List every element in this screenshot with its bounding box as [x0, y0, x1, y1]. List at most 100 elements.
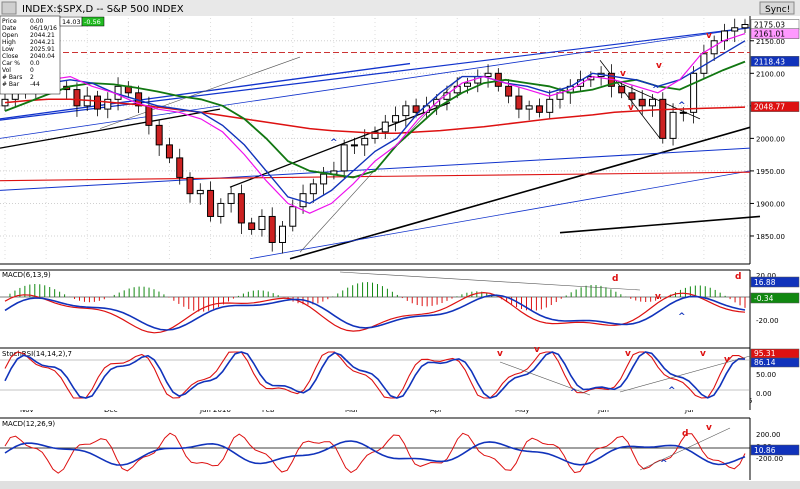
price-axis-label: 1900.00: [756, 200, 785, 208]
price-marker-box: [750, 101, 800, 112]
legend-date-label: Date: [2, 25, 17, 32]
stoch-trend-line: [499, 361, 591, 396]
candle-body: [176, 157, 184, 178]
candle-body: [371, 131, 379, 139]
candle-body: [165, 144, 173, 159]
candle-body: [73, 89, 81, 107]
stoch-axis-label: 0.00: [756, 390, 772, 398]
stoch-fast-red: [4, 351, 746, 399]
mini-box-1-value: 14.03: [62, 18, 81, 26]
x-axis-top-strip: [0, 264, 750, 270]
candle-body: [546, 98, 554, 113]
candle-body: [505, 85, 513, 97]
candle-body: [690, 72, 698, 113]
macd1-axis-label: 20.00: [756, 272, 776, 280]
legend-open-label: Open: [2, 32, 18, 39]
candle-body: [155, 124, 163, 146]
candle-body: [731, 27, 739, 32]
candle-body: [412, 105, 420, 113]
legend-high-value: 2044.21: [30, 39, 55, 46]
candle-body: [628, 92, 636, 100]
candle-body: [94, 95, 101, 110]
candle-body: [361, 137, 369, 146]
macd2-annotation: d: [682, 429, 688, 439]
ma-blue-line: [4, 40, 746, 205]
candle-body: [104, 98, 112, 110]
trend-line: [249, 170, 751, 260]
mini-box-2-value: -0.56: [84, 18, 101, 26]
window-title: INDEX:$SPX,D -- S&P 500 INDEX: [22, 4, 184, 15]
candle-body: [248, 222, 256, 230]
candle-body: [381, 121, 389, 133]
legend-low-value: 2025.91: [30, 46, 55, 53]
candle-body: [535, 105, 543, 113]
stoch-annotation: v: [700, 349, 706, 359]
legend-close-value: 2040.04: [30, 53, 55, 60]
window-menu-icon[interactable]: [1, 1, 17, 15]
trend-line: [99, 56, 301, 129]
macd2-marker-label: 10.86: [754, 446, 776, 455]
stoch-annotation: ^: [570, 388, 578, 398]
stoch-annotation: ^: [668, 386, 676, 396]
trend-line: [0, 147, 751, 191]
price-marker-label: 2048.77: [754, 103, 785, 112]
price-annotation-mark: v: [628, 103, 634, 113]
macd1-annotation: d: [612, 274, 618, 284]
candle-body: [207, 189, 215, 217]
price-axis-label: 2000.00: [756, 135, 785, 143]
legend-bars-value: 2: [30, 74, 34, 81]
candle-body: [217, 202, 225, 217]
candle-body: [515, 95, 523, 110]
price-annotation-mark: v: [620, 69, 626, 79]
sync-label: Sync!: [765, 5, 790, 15]
price-marker-label: 2118.43: [754, 57, 785, 66]
trend-lines: [0, 27, 761, 260]
macd1-annotation: ^: [678, 312, 686, 322]
ma-magenta-line: [4, 33, 746, 214]
macd1-axis-label: -20.00: [756, 317, 779, 325]
candle-body: [392, 115, 400, 123]
legend-price-label: Price: [2, 18, 17, 25]
price-marker-box: [750, 56, 800, 67]
candle-body: [227, 193, 235, 204]
macd1-trend-line: [339, 271, 641, 291]
candle-body: [320, 173, 328, 185]
candle-body: [464, 82, 471, 87]
candle-body: [741, 24, 749, 29]
candle-body: [196, 189, 204, 195]
candle-body: [289, 206, 297, 227]
candle-body: [309, 183, 317, 195]
legend-volume-label: Vol: [2, 67, 11, 74]
price-axis-label: 1950.00: [756, 168, 785, 176]
price-annotation-mark: ^: [330, 138, 338, 148]
price-annotation-mark: ^: [652, 85, 660, 95]
candle-body: [525, 105, 533, 110]
trend-line: [229, 101, 451, 188]
candle-body: [638, 98, 646, 107]
candle-body: [279, 225, 286, 243]
macd1-annotation: d: [735, 272, 741, 282]
data-legend-box: Price 0.00 Date 06/19/16 Open 2044.21 High 2…: [0, 15, 105, 95]
candle-body: [340, 144, 348, 172]
trend-line: [559, 215, 761, 234]
price-axis-label: 2150.00: [756, 38, 785, 46]
price-annotation-mark: v: [706, 31, 712, 41]
price-marker-box: [750, 28, 800, 39]
stoch-marker-label: 95.31: [754, 349, 776, 358]
candle-body: [350, 144, 358, 147]
price-marker-label: 2175.03: [754, 20, 785, 29]
macd2-marker-box: [750, 444, 800, 456]
candle-body: [237, 193, 245, 224]
title-bar: [0, 0, 800, 16]
stoch-trend-line: [619, 355, 751, 393]
macd2-trend-line: [639, 427, 731, 471]
sync-button[interactable]: [759, 1, 795, 15]
horizontal-scrollbar[interactable]: [0, 481, 800, 489]
stoch-annotation: v: [497, 349, 503, 359]
macd1-line-blue: [4, 294, 746, 331]
stoch-annotation: v: [625, 349, 631, 359]
legend-date-value: 06/19/16: [30, 25, 57, 32]
legend-low-label: Low: [2, 46, 14, 53]
trend-line: [289, 126, 751, 260]
